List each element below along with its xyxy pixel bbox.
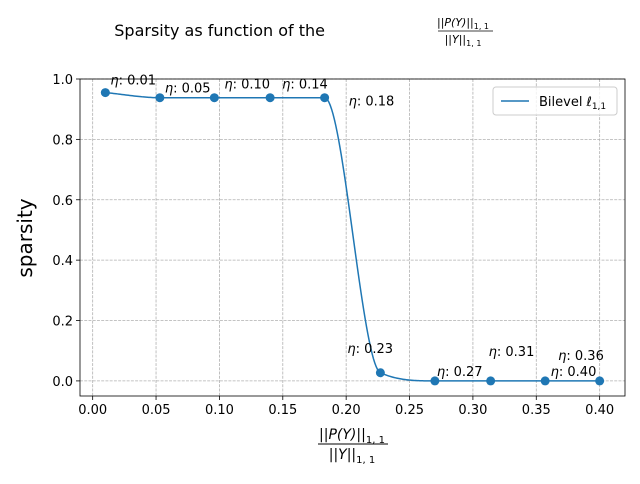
legend-box [492, 86, 618, 116]
data-point [320, 93, 330, 103]
annotation-eta: η [349, 95, 357, 110]
annotation-eta: η [551, 365, 559, 380]
y-tick-label: 0.8 [52, 133, 73, 148]
data-point [209, 93, 219, 103]
series-lines [105, 91, 600, 382]
y-tick-label: 1.0 [52, 73, 73, 88]
y-axis-ticks: 0.0 0.2 0.4 0.6 0.8 1.0 [52, 73, 80, 390]
series-points [100, 88, 605, 386]
x-tick-label: 0.10 [205, 403, 234, 418]
annotation-value: : 0.31 [497, 345, 534, 360]
chart-title-denominator: ||Y|| [445, 33, 467, 46]
chart-title-numerator: ||P(Y)|| [437, 16, 474, 29]
annotation-eta: η [165, 82, 173, 97]
plot-area-frame [79, 78, 626, 397]
chart-title: Sparsity as function of the ||P(Y)||1, 1… [114, 16, 493, 48]
annotation-value: : 0.18 [357, 95, 394, 110]
y-tick-label: 0.6 [52, 194, 73, 209]
legend-label-sub: 1,1 [592, 102, 606, 112]
x-axis-label-numerator-sub: 1, 1 [366, 435, 385, 446]
x-tick-label: 0.00 [78, 403, 107, 418]
point-annotation: η: 0.27 [437, 365, 483, 380]
grid-lines [80, 78, 625, 396]
annotation-value: : 0.23 [356, 342, 393, 357]
x-tick-label: 0.35 [522, 403, 551, 418]
x-axis-label: ||P(Y)||1, 1 ||Y||1, 1 [318, 427, 388, 466]
annotation-eta: η [224, 78, 232, 93]
annotation-eta: η [347, 342, 355, 357]
data-point [155, 93, 165, 103]
svg-text:||Y||1, 1: ||Y||1, 1 [329, 447, 376, 466]
annotation-eta: η [437, 365, 445, 380]
data-point [595, 376, 605, 386]
annotation-value: : 0.05 [173, 82, 210, 97]
series-line [105, 91, 600, 382]
x-axis-label-denominator: ||Y|| [329, 447, 356, 463]
annotation-value: : 0.01 [119, 74, 156, 89]
point-annotation: η: 0.14 [282, 78, 328, 93]
point-annotation: η: 0.01 [110, 74, 156, 89]
annotation-value: : 0.14 [290, 78, 327, 93]
annotation-eta: η [282, 78, 290, 93]
y-tick-label: 0.0 [52, 375, 73, 390]
legend-label: Bilevel [539, 95, 582, 110]
point-annotation: η: 0.10 [224, 78, 270, 93]
x-tick-label: 0.15 [268, 403, 297, 418]
point-annotation: η: 0.36 [558, 349, 604, 364]
x-tick-label: 0.25 [395, 403, 424, 418]
svg-text:||P(Y)||1, 1: ||P(Y)||1, 1 [437, 16, 489, 31]
x-tick-label: 0.20 [332, 403, 361, 418]
annotation-value: : 0.27 [445, 365, 482, 380]
svg-text:||Y||1, 1: ||Y||1, 1 [445, 33, 482, 48]
annotation-value: : 0.10 [233, 78, 270, 93]
point-annotation: η: 0.31 [489, 345, 535, 360]
point-annotation: η: 0.40 [551, 365, 597, 380]
chart-title-numerator-sub: 1, 1 [474, 22, 489, 31]
annotation-eta: η [558, 349, 566, 364]
point-annotation: η: 0.23 [347, 342, 393, 357]
annotation-eta: η [489, 345, 497, 360]
y-tick-label: 0.2 [52, 315, 73, 330]
annotation-eta: η [110, 74, 118, 89]
data-point [265, 93, 275, 103]
x-axis-ticks: 0.00 0.05 0.10 0.15 0.20 0.25 0.30 0.35 0.40 [78, 396, 614, 418]
annotation-value: : 0.40 [559, 365, 596, 380]
chart-title-denominator-sub: 1, 1 [466, 39, 481, 48]
svg-text:||P(Y)||1, 1: ||P(Y)||1, 1 [319, 427, 385, 446]
x-tick-label: 0.30 [458, 403, 487, 418]
data-point [540, 376, 550, 386]
annotation-value: : 0.36 [566, 349, 603, 364]
x-axis-label-denominator-sub: 1, 1 [356, 455, 375, 466]
chart-title-text: Sparsity as function of the [114, 21, 325, 40]
point-annotation: η: 0.05 [165, 82, 211, 97]
y-axis-label: sparsity [13, 198, 37, 277]
chart-title-fraction: ||P(Y)||1, 1 ||Y||1, 1 [437, 16, 493, 48]
x-axis-label-numerator: ||P(Y)|| [319, 427, 366, 443]
point-annotation: η: 0.18 [349, 95, 395, 110]
legend-label-math: ℓ [585, 95, 591, 110]
data-point [486, 376, 496, 386]
data-point [375, 368, 385, 378]
data-point [430, 376, 440, 386]
legend: Bilevel ℓ1,1 [492, 86, 618, 116]
y-tick-label: 0.4 [52, 254, 73, 269]
data-point [100, 88, 110, 98]
x-tick-label: 0.40 [585, 403, 614, 418]
x-tick-label: 0.05 [142, 403, 171, 418]
annotations: η: 0.01η: 0.05 η: 0.10 η: 0.14η: 0.18η: 0.… [110, 74, 604, 380]
